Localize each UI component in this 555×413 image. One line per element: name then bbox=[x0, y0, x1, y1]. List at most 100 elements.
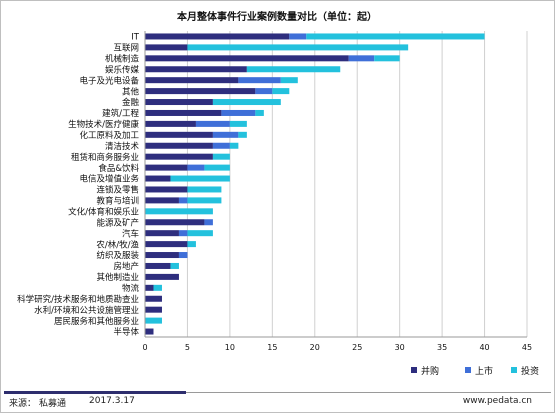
bar-segment-ipo bbox=[255, 88, 273, 95]
bar-segment-acquisition bbox=[145, 153, 213, 160]
bar-segment-acquisition bbox=[145, 262, 171, 269]
bar-segment-acquisition bbox=[145, 273, 179, 280]
legend-label-acquisition: 并购 bbox=[421, 365, 439, 377]
legend-label-ipo: 上市 bbox=[475, 365, 493, 377]
bar-segment-investment bbox=[187, 230, 213, 237]
bar-segment-investment bbox=[229, 142, 239, 149]
bar-segment-investment bbox=[374, 55, 400, 62]
category-label: 水利/环境和公共设施管理业 bbox=[34, 305, 139, 316]
category-label: 娱乐传媒 bbox=[105, 64, 140, 75]
bar-segment-acquisition bbox=[145, 295, 162, 302]
bar-segment-acquisition bbox=[145, 306, 162, 313]
bar-segment-ipo bbox=[221, 109, 256, 116]
bar-segment-investment bbox=[170, 175, 230, 182]
category-label: 电信及增值业务 bbox=[79, 174, 139, 185]
category-label: 机械制造 bbox=[105, 54, 140, 65]
bar-segment-acquisition bbox=[145, 88, 256, 95]
category-label: 汽车 bbox=[122, 228, 139, 239]
bar-segment-acquisition bbox=[145, 99, 213, 106]
category-label: 科学研究/技术服务和地质勘查业 bbox=[17, 294, 139, 305]
bar-segment-acquisition bbox=[145, 252, 179, 259]
bar-segment-acquisition bbox=[145, 175, 171, 182]
bar-segment-investment bbox=[187, 241, 196, 248]
bar-segment-investment bbox=[187, 197, 222, 204]
x-tick-label: 15 bbox=[267, 343, 277, 352]
source-name: 私募通 bbox=[39, 399, 67, 409]
bar-segment-acquisition bbox=[145, 142, 213, 149]
bar-segment-acquisition bbox=[145, 230, 179, 237]
category-label: 互联网 bbox=[113, 44, 139, 54]
bar-segment-investment bbox=[229, 120, 247, 127]
axes bbox=[144, 31, 527, 338]
source-date: 2017.3.17 bbox=[89, 396, 135, 406]
bar-segment-acquisition bbox=[145, 44, 188, 51]
x-tick-label: 30 bbox=[395, 343, 405, 352]
bar-segment-investment bbox=[187, 186, 222, 193]
x-tick-label: 10 bbox=[225, 343, 235, 352]
bar-segment-acquisition bbox=[145, 55, 349, 62]
bar-segment-investment bbox=[306, 33, 485, 40]
bar-segment-investment bbox=[145, 317, 162, 324]
bar-segment-investment bbox=[153, 284, 162, 291]
bar-segment-investment bbox=[272, 88, 290, 95]
x-tick-label: 35 bbox=[437, 343, 447, 352]
category-label: 能源及矿产 bbox=[96, 217, 139, 228]
gridlines bbox=[186, 31, 528, 337]
bar-segment-acquisition bbox=[145, 186, 188, 193]
category-label: 清洁技术 bbox=[105, 141, 140, 152]
source-website: www.pedata.cn bbox=[462, 396, 532, 406]
bar-segment-investment bbox=[212, 99, 281, 106]
bar-segment-investment bbox=[187, 44, 409, 51]
x-tick-label: 40 bbox=[479, 343, 489, 352]
source-label: 来源： bbox=[9, 399, 37, 409]
bar-segment-acquisition bbox=[145, 164, 188, 171]
bar-segment-ipo bbox=[212, 142, 230, 149]
category-label: IT bbox=[131, 33, 140, 43]
category-label: 生物技术/医疗健康 bbox=[68, 119, 139, 130]
footer-rule-dark bbox=[4, 391, 186, 394]
category-label: 租赁和商务服务业 bbox=[71, 152, 139, 163]
bar-segment-ipo bbox=[238, 77, 281, 84]
bar-segment-acquisition bbox=[145, 33, 290, 40]
bar-segment-acquisition bbox=[145, 241, 188, 248]
bar-segment-ipo bbox=[178, 197, 188, 204]
legend: 并购 上市 投资 bbox=[411, 365, 539, 377]
category-label: 物流 bbox=[122, 283, 140, 294]
bar-segment-investment bbox=[170, 262, 179, 269]
category-labels: IT互联网机械制造娱乐传媒电子及光电设备其他金融建筑/工程生物技术/医疗健康化工… bbox=[17, 33, 140, 338]
bar-segment-ipo bbox=[187, 164, 205, 171]
category-label: 文化/体育和娱乐业 bbox=[68, 207, 139, 218]
category-label: 连锁及零售 bbox=[96, 185, 139, 196]
bar-segment-acquisition bbox=[145, 328, 154, 335]
bar-segment-ipo bbox=[289, 33, 307, 40]
x-tick-label: 45 bbox=[522, 343, 532, 352]
x-tick-label: 20 bbox=[310, 343, 320, 352]
bar-segment-acquisition bbox=[145, 66, 247, 73]
category-label: 食品&饮料 bbox=[98, 163, 139, 174]
category-label: 电子及光电设备 bbox=[79, 75, 139, 86]
bar-segment-investment bbox=[246, 66, 341, 73]
bar-segment-ipo bbox=[178, 230, 188, 237]
legend-label-investment: 投资 bbox=[521, 365, 539, 377]
bar-segment-investment bbox=[204, 164, 230, 171]
chart-title: 本月整体事件行业案例数量对比（单位：起） bbox=[177, 10, 377, 23]
bar-segment-ipo bbox=[178, 252, 188, 259]
bar-segment-ipo bbox=[212, 131, 239, 138]
category-label: 金融 bbox=[122, 97, 140, 108]
bar-segment-ipo bbox=[348, 55, 375, 62]
bar-segment-ipo bbox=[195, 120, 230, 127]
legend-swatch-investment bbox=[511, 367, 517, 373]
bar-segment-acquisition bbox=[145, 131, 213, 138]
footer-rule-light bbox=[186, 392, 551, 393]
bar-segment-acquisition bbox=[145, 284, 154, 291]
x-tick-label: 25 bbox=[352, 343, 362, 352]
category-label: 其他 bbox=[122, 86, 140, 97]
legend-swatch-acquisition bbox=[411, 367, 417, 373]
bar-segment-investment bbox=[145, 208, 213, 215]
bar-segment-investment bbox=[280, 77, 298, 84]
bar-segment-acquisition bbox=[145, 77, 239, 84]
x-tick-labels: 0 5 10 15 20 25 30 35 40 45 bbox=[142, 343, 532, 352]
x-tick-label: 0 bbox=[142, 343, 147, 352]
